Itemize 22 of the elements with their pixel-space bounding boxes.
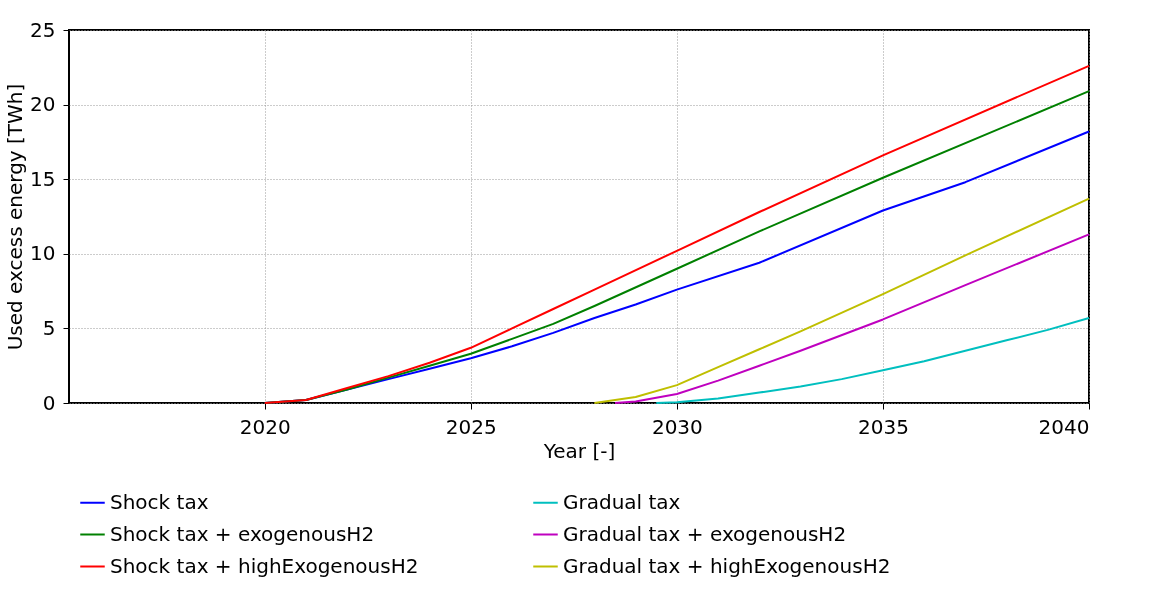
line-series — [593, 197, 1090, 404]
x-tick-label: 2035 — [857, 414, 909, 439]
legend-label: Shock tax + highExogenousH2 — [110, 553, 419, 578]
x-tick-label: 2025 — [445, 414, 497, 439]
y-tick-label: 20 — [30, 92, 56, 117]
x-tick-label: 2040 — [1038, 414, 1090, 439]
line-series — [614, 233, 1090, 404]
y-tick-label: 15 — [30, 166, 56, 191]
y-axis-title: Used excess energy [TWh] — [3, 83, 28, 351]
legend-label: Gradual tax + highExogenousH2 — [563, 553, 891, 578]
x-tick-label: 2020 — [239, 414, 291, 439]
x-tick-label: 2030 — [651, 414, 703, 439]
y-tick-label: 5 — [42, 315, 56, 340]
y-tick-label: 25 — [30, 17, 56, 42]
y-tick-label: 10 — [30, 241, 56, 266]
line-series — [655, 316, 1090, 404]
legend-label: Gradual tax — [563, 489, 681, 514]
x-axis-title: Year [-] — [542, 438, 616, 463]
legend-label: Shock tax — [110, 489, 209, 514]
legend-label: Shock tax + exogenousH2 — [110, 521, 375, 546]
legend-label: Gradual tax + exogenousH2 — [563, 521, 847, 546]
y-tick-label: 0 — [42, 390, 56, 415]
